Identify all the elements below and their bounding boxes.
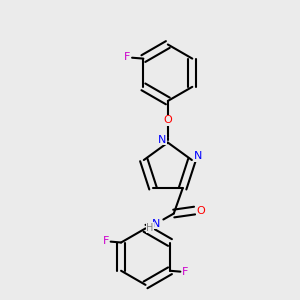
Text: F: F: [124, 52, 130, 62]
Text: N: N: [158, 135, 167, 145]
Text: O: O: [164, 115, 172, 125]
Text: N: N: [194, 152, 202, 161]
Text: N: N: [152, 219, 160, 229]
Text: F: F: [182, 267, 189, 277]
Text: O: O: [197, 206, 206, 216]
Text: F: F: [102, 236, 109, 246]
Text: H: H: [146, 223, 154, 233]
